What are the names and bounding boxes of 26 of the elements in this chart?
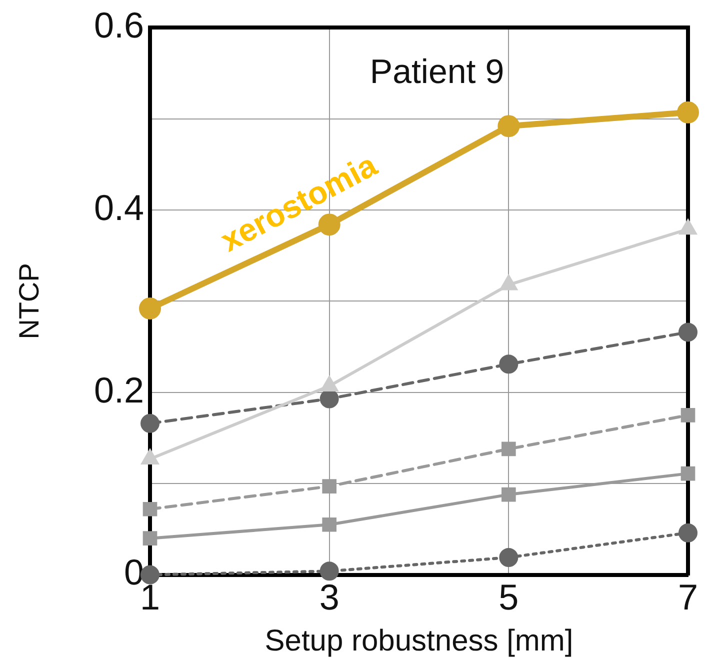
y-axis-title: NTCP [14,263,45,340]
text: Patient 9 [370,52,504,91]
point [678,523,698,542]
x-tick-label: 7 [678,576,698,618]
point [139,297,161,320]
y-tick-label: 0.2 [94,369,144,410]
point [499,548,518,567]
point [680,466,696,481]
point [677,101,699,124]
point [498,115,520,138]
point [322,517,336,532]
point [142,502,158,516]
point [678,322,698,342]
point [499,354,518,374]
x-tick-label: 5 [498,576,519,618]
point [142,531,158,546]
x-axis-title: Setup robustness [mm] [264,624,574,658]
point [680,408,696,422]
point [140,414,160,433]
point [502,442,516,456]
y-tick-label: 0.4 [94,186,144,228]
point [322,479,336,494]
x-tick-label: 3 [319,576,340,618]
point [502,487,516,502]
y-tick-label: 0.6 [94,4,144,46]
point [320,562,339,581]
